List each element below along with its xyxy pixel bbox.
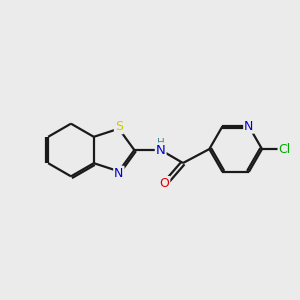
Text: N: N: [156, 143, 166, 157]
Text: N: N: [244, 120, 254, 133]
Text: Cl: Cl: [278, 142, 291, 156]
Text: H: H: [157, 138, 165, 148]
Text: O: O: [159, 177, 169, 190]
Text: N: N: [114, 167, 124, 180]
Text: S: S: [115, 120, 123, 133]
